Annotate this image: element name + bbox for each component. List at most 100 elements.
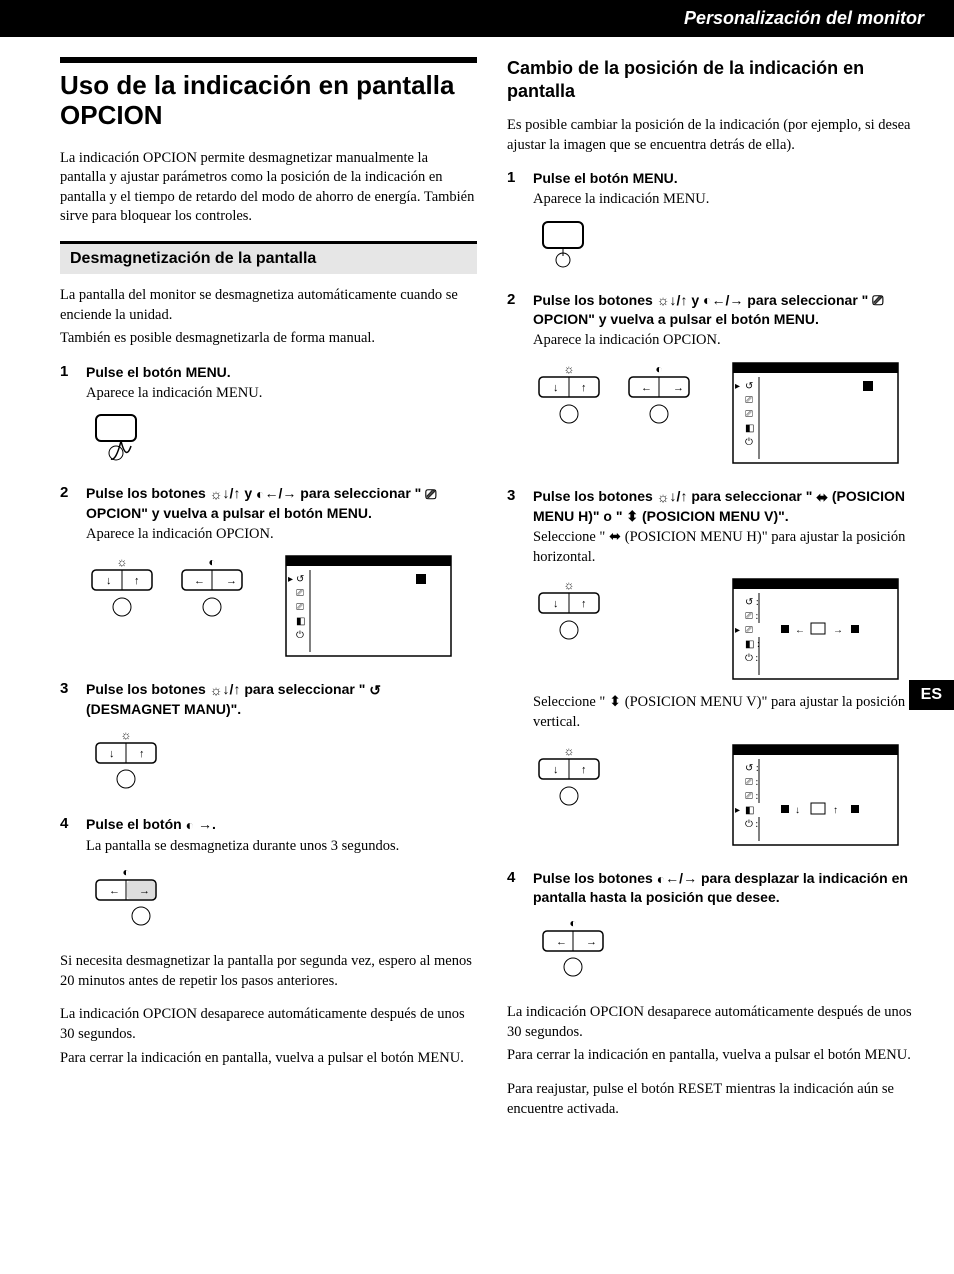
right-step-1: Pulse el botón MENU. Aparece la indicaci… xyxy=(507,169,924,272)
svg-text:⏻: ⏻ xyxy=(296,630,304,641)
left-icon: ← xyxy=(264,485,278,501)
left-step-4-head: Pulse el botón ◐ →. xyxy=(86,815,477,835)
left-step-3: Pulse los botones ☼↓/↑ para seleccionar … xyxy=(60,680,477,797)
svg-text:◐: ◐ xyxy=(208,555,215,569)
right-step-2-body: Aparece la indicación OPCION. xyxy=(533,331,924,351)
left-step-4-body: La pantalla se desmagnetiza durante unos… xyxy=(86,837,477,857)
svg-text:⎚ :: ⎚ : xyxy=(745,777,758,788)
right-subhead: Cambio de la posición de la indicación e… xyxy=(507,57,924,102)
right-step-4-head: Pulse los botones ◐←/→ para desplazar la… xyxy=(533,869,924,908)
svg-text:↑: ↑ xyxy=(833,805,838,816)
svg-text:▸: ▸ xyxy=(288,574,293,585)
svg-text:↓: ↓ xyxy=(553,764,559,776)
svg-text:◧: ◧ xyxy=(745,423,754,434)
svg-text:←: ← xyxy=(795,625,805,636)
right-step-2-head: Pulse los botones ☼↓/↑ y ◐←/→ para selec… xyxy=(533,291,924,330)
svg-text:←: ← xyxy=(109,885,120,897)
svg-text:↑: ↑ xyxy=(581,382,587,394)
svg-text:▸: ▸ xyxy=(735,805,740,816)
svg-text:◧ :: ◧ : xyxy=(745,639,760,650)
svg-text:⏻ :: ⏻ : xyxy=(745,653,758,664)
pos-h-icon: ⬌ xyxy=(816,488,828,507)
right-step3-fig-h: ☼ ↓↑ ↺ : ⎚ : ⎚ ◧ : ⏻ : ▸ ← xyxy=(533,575,924,685)
menu-button-fig xyxy=(533,218,924,273)
right-step-2: Pulse los botones ☼↓/↑ y ◐←/→ para selec… xyxy=(507,291,924,469)
svg-text:☼: ☼ xyxy=(564,362,575,376)
svg-text:▸: ▸ xyxy=(735,625,740,636)
step2-fig: ☼ ↓↑ ◐ ←→ ↺ ⎚ ⎚ ◧ xyxy=(86,552,477,662)
svg-text:↓: ↓ xyxy=(109,748,115,760)
left-closing-3: Para cerrar la indicación en pantalla, v… xyxy=(60,1049,477,1069)
right-icon: → xyxy=(282,485,296,501)
svg-text:→: → xyxy=(833,625,843,636)
header-bar: Personalización del monitor xyxy=(0,0,954,37)
svg-text:→: → xyxy=(139,885,150,897)
svg-text:→: → xyxy=(226,575,237,587)
svg-text:☼: ☼ xyxy=(564,744,575,758)
right-closing-1: La indicación OPCION desaparece automáti… xyxy=(507,1003,924,1042)
right-step-3-head: Pulse los botones ☼↓/↑ para seleccionar … xyxy=(533,487,924,526)
svg-text:↺: ↺ xyxy=(296,574,304,585)
left-closing-1: Si necesita desmagnetizar la pantalla po… xyxy=(60,952,477,991)
svg-text:⎚: ⎚ xyxy=(296,588,304,599)
left-step-1-body: Aparece la indicación MENU. xyxy=(86,384,477,404)
menu-button-fig xyxy=(86,411,477,466)
svg-text:◧: ◧ xyxy=(745,805,754,816)
right-step-1-body: Aparece la indicación MENU. xyxy=(533,190,924,210)
brightness-icon: ☼ xyxy=(210,681,223,700)
left-step-1: Pulse el botón MENU. Aparece la indicaci… xyxy=(60,363,477,466)
left-subhead: Desmagnetización de la pantalla xyxy=(70,250,467,268)
left-step-2-head: Pulse los botones ☼↓/↑ y ◐←/→ para selec… xyxy=(86,484,477,523)
left-para2: También es posible desmagnetizarla de fo… xyxy=(60,329,477,349)
title-rule xyxy=(60,57,477,63)
right-step3-fig-v: ☼ ↓ ↑ ↺ : ⎚ : ⎚ : ◧ ⏻ : ▸ ↓ ↑ xyxy=(533,741,924,851)
svg-text:⎚: ⎚ xyxy=(296,602,304,613)
svg-text:↺ :: ↺ : xyxy=(745,597,759,608)
main-title: Uso de la indicación en pantalla OPCION xyxy=(60,71,477,131)
left-step-2-body: Aparece la indicación OPCION. xyxy=(86,525,477,545)
svg-text:→: → xyxy=(673,382,684,394)
svg-text:☼: ☼ xyxy=(117,555,128,569)
left-step-3-head: Pulse los botones ☼↓/↑ para seleccionar … xyxy=(86,680,477,719)
svg-text:◧: ◧ xyxy=(296,616,305,627)
right-step-3-body-v: Seleccione " ⬍ (POSICION MENU V)" para a… xyxy=(533,693,924,732)
down-icon: ↓ xyxy=(223,485,230,501)
svg-text:⎚ :: ⎚ : xyxy=(745,791,758,802)
brightness-icon: ☼ xyxy=(210,485,223,504)
contrast-icon: ◐ xyxy=(186,816,194,835)
degauss-icon: ↺ xyxy=(369,681,381,700)
svg-text:←: ← xyxy=(556,936,567,948)
svg-text:→: → xyxy=(586,936,597,948)
svg-text:▸: ▸ xyxy=(735,381,740,392)
svg-text:↓: ↓ xyxy=(795,805,800,816)
svg-text:☼: ☼ xyxy=(564,578,575,592)
svg-text:◐: ◐ xyxy=(655,362,662,376)
left-step-4: Pulse el botón ◐ →. La pantalla se desma… xyxy=(60,815,477,934)
right-closing-2: Para cerrar la indicación en pantalla, v… xyxy=(507,1046,924,1066)
right-step-4: Pulse los botones ◐←/→ para desplazar la… xyxy=(507,869,924,986)
left-subhead-box: Desmagnetización de la pantalla xyxy=(60,241,477,274)
svg-text:↑: ↑ xyxy=(581,764,587,776)
left-para1: La pantalla del monitor se desmagnetiza … xyxy=(60,286,477,325)
step3-fig: ☼ ↓↑ xyxy=(86,727,477,797)
svg-text:⎚: ⎚ xyxy=(745,409,753,420)
svg-text:↓: ↓ xyxy=(553,598,559,610)
svg-text:⎚: ⎚ xyxy=(745,395,753,406)
svg-text:↺: ↺ xyxy=(745,381,753,392)
option-icon: ⎚ xyxy=(872,291,883,310)
left-step-2: Pulse los botones ☼↓/↑ y ◐←/→ para selec… xyxy=(60,484,477,662)
right-column: Cambio de la posición de la indicación e… xyxy=(507,57,924,1133)
pos-v-icon: ⬍ xyxy=(626,507,638,526)
svg-text:←: ← xyxy=(641,382,652,394)
svg-text:←: ← xyxy=(194,575,205,587)
svg-text:↓: ↓ xyxy=(553,382,559,394)
svg-text:⎚ :: ⎚ : xyxy=(745,611,758,622)
svg-text:↺ :: ↺ : xyxy=(745,763,759,774)
right-step-1-head: Pulse el botón MENU. xyxy=(533,169,924,188)
main-intro: La indicación OPCION permite desmagnetiz… xyxy=(60,149,477,227)
right-intro: Es posible cambiar la posición de la ind… xyxy=(507,116,924,155)
svg-text:↑: ↑ xyxy=(139,748,145,760)
svg-text:⏻ :: ⏻ : xyxy=(745,819,758,830)
left-steps: Pulse el botón MENU. Aparece la indicaci… xyxy=(60,363,477,935)
left-column: Uso de la indicación en pantalla OPCION … xyxy=(60,57,477,1133)
